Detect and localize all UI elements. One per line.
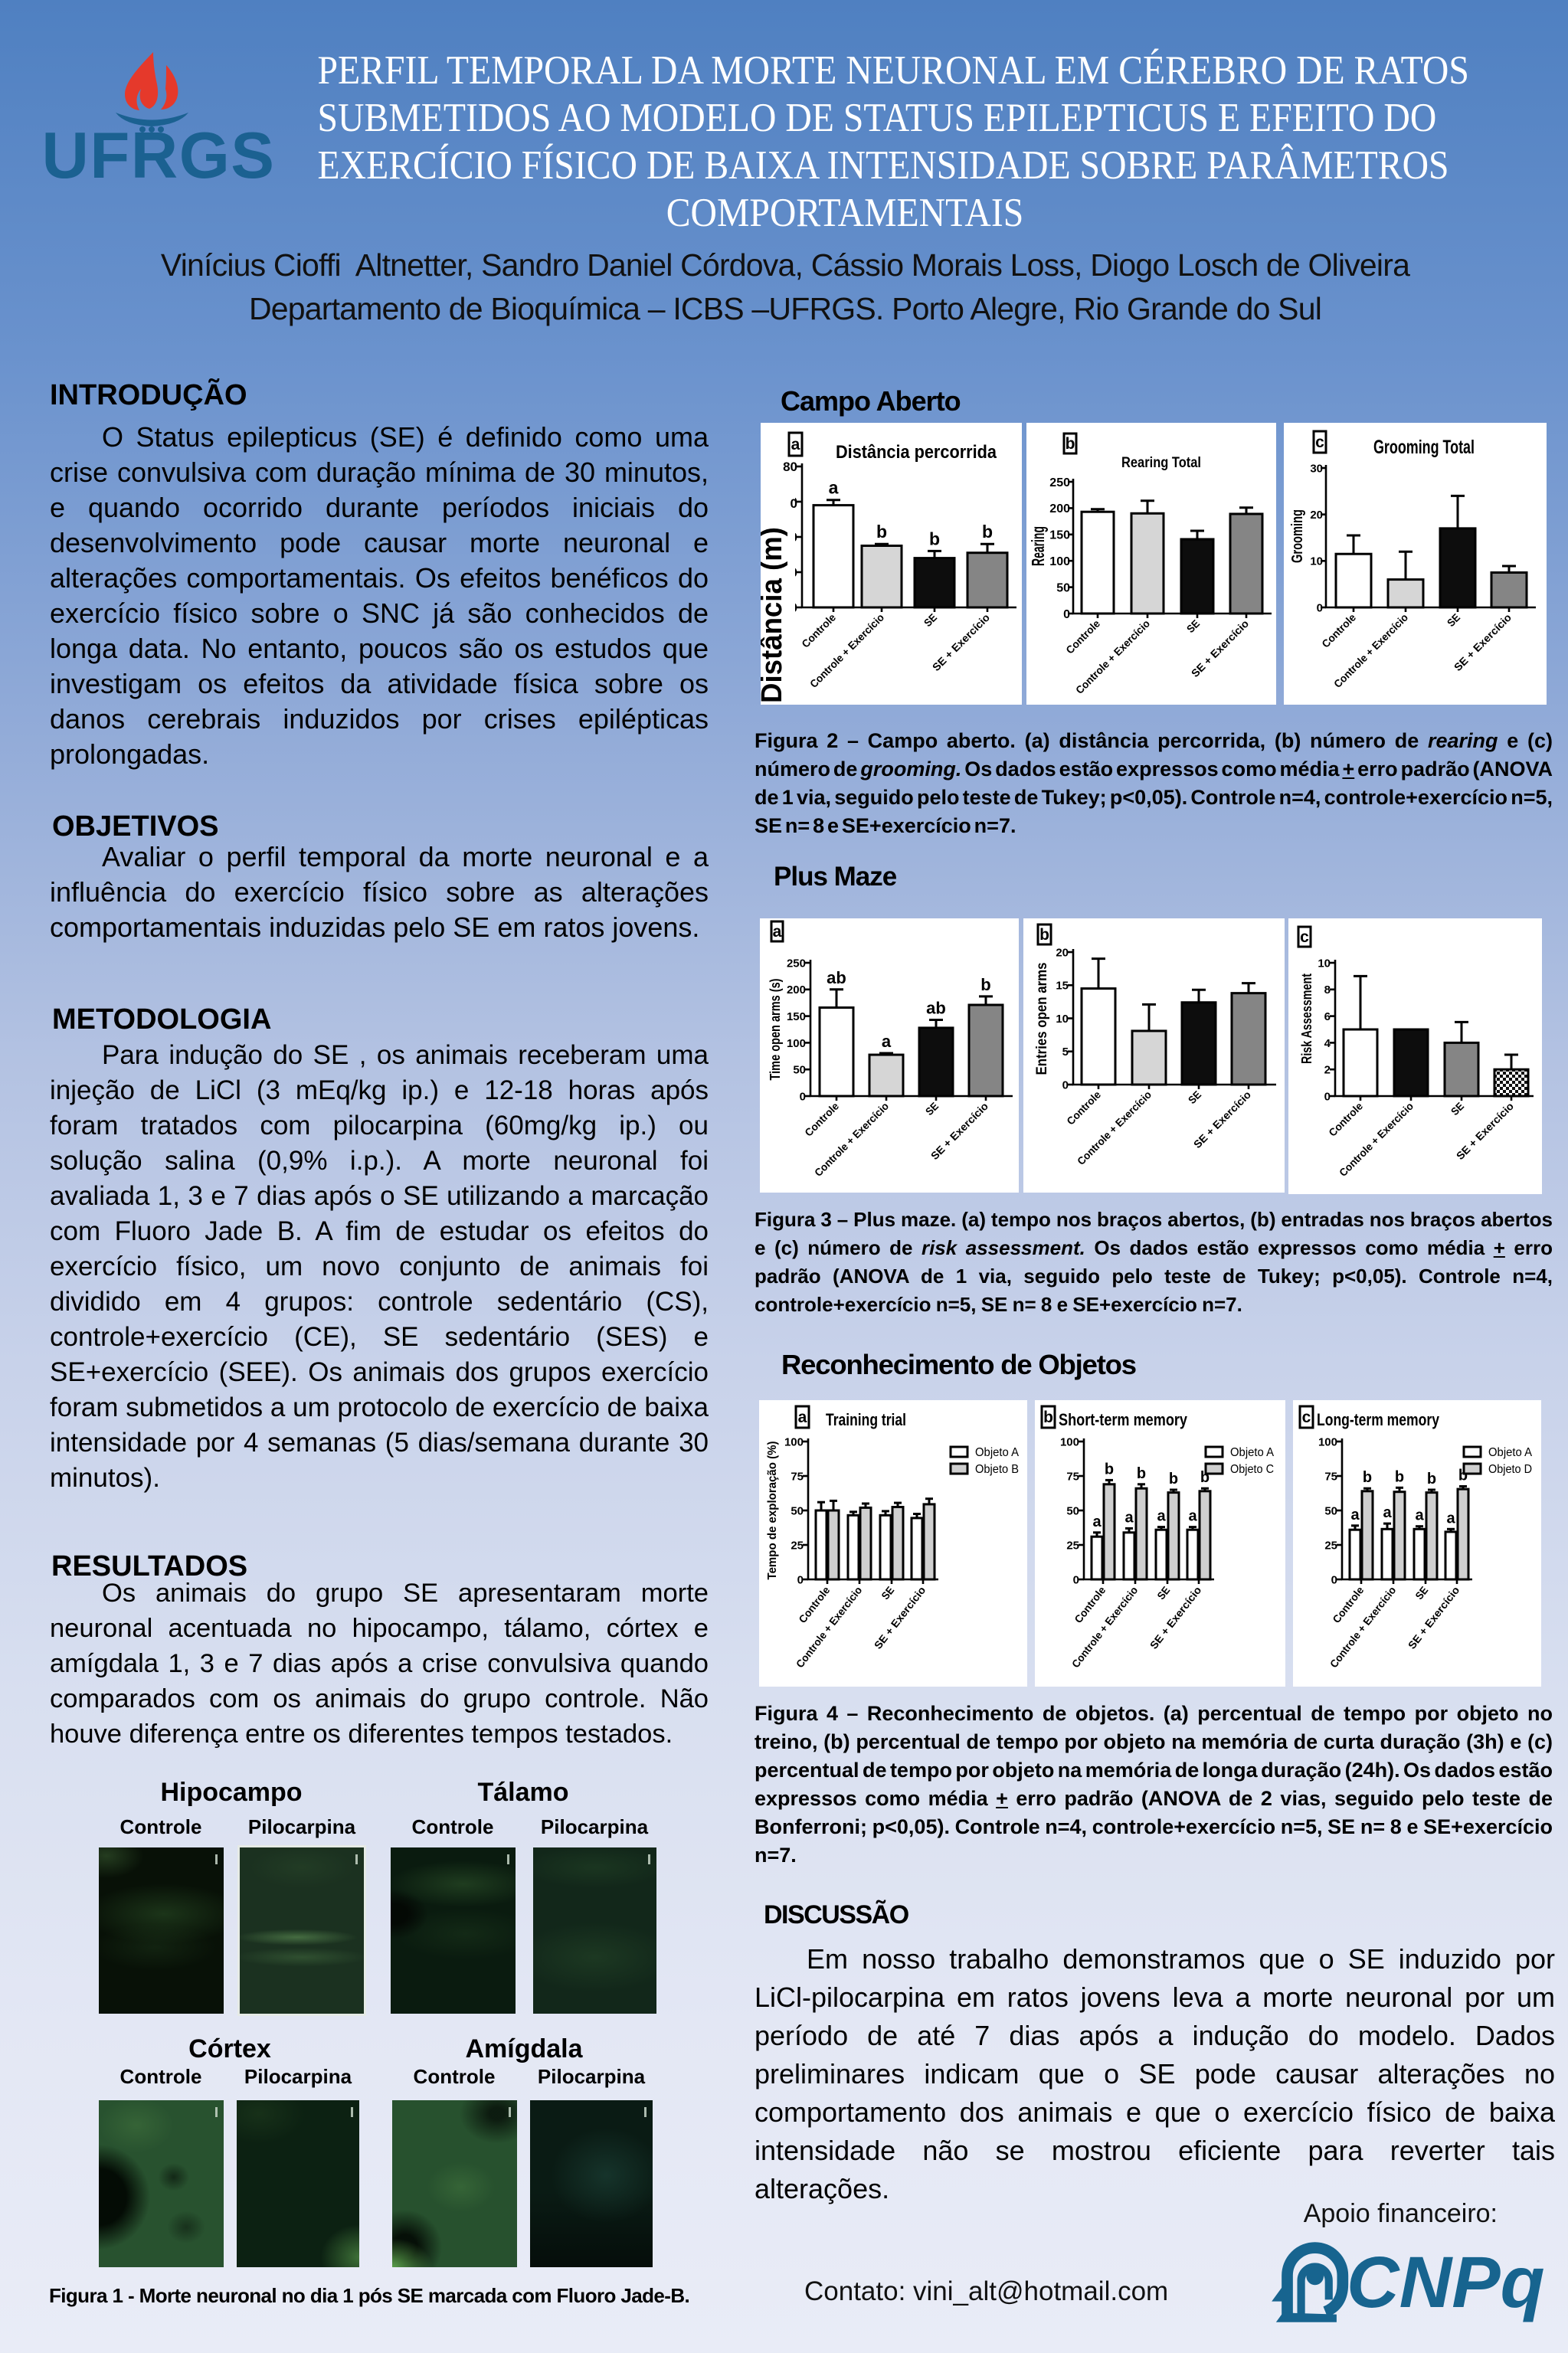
svg-text:5: 5 [1062,1046,1069,1059]
svg-text:25: 25 [1066,1539,1079,1552]
svg-text:10: 10 [1056,1013,1069,1026]
svg-text:0: 0 [791,496,797,511]
svg-text:0: 0 [1062,1078,1069,1091]
svg-text:a: a [1188,1508,1197,1525]
svg-text:a: a [1415,1507,1424,1524]
svg-text:b: b [1169,1471,1178,1487]
svg-text:10: 10 [1310,555,1323,568]
svg-text:20: 20 [1310,509,1323,522]
svg-text:Entries open arms: Entries open arms [1034,963,1050,1075]
svg-text:6: 6 [1324,1010,1331,1023]
svg-text:ab: ab [827,968,846,987]
svg-text:Objeto D: Objeto D [1488,1463,1532,1476]
svg-text:80: 80 [783,460,797,474]
svg-text:75: 75 [1066,1470,1079,1483]
svg-text:b: b [1039,926,1049,944]
svg-text:b: b [982,522,993,542]
svg-text:0: 0 [1073,1573,1079,1586]
svg-text:0: 0 [1063,608,1070,621]
svg-text:Objeto A: Objeto A [1230,1446,1274,1459]
svg-text:a: a [1124,1509,1134,1526]
svg-text:15: 15 [1056,980,1069,993]
svg-text:0: 0 [1324,1090,1331,1103]
svg-text:Distância percorrida: Distância percorrida [836,442,997,463]
svg-text:a: a [773,923,782,941]
svg-text:Objeto C: Objeto C [1230,1463,1274,1476]
svg-text:b: b [1395,1468,1404,1485]
svg-text:b: b [1043,1409,1053,1426]
svg-text:Objeto A: Objeto A [1488,1446,1532,1459]
svg-text:50: 50 [1056,581,1070,594]
svg-text:c: c [1302,1409,1311,1426]
svg-text:Time open arms (s): Time open arms (s) [768,978,783,1080]
svg-text:a: a [1157,1508,1166,1525]
svg-text:Objeto B: Objeto B [975,1463,1019,1476]
svg-text:20: 20 [1056,946,1069,959]
svg-text:b: b [929,529,940,548]
svg-text:Training trial: Training trial [826,1410,906,1429]
svg-text:Tempo de exploração (%): Tempo de exploração (%) [766,1442,779,1580]
svg-text:150: 150 [1049,529,1070,542]
svg-text:b: b [1066,435,1075,453]
svg-text:50: 50 [791,1504,804,1517]
svg-text:4: 4 [1324,1037,1331,1050]
svg-text:100: 100 [784,1435,804,1448]
svg-text:Grooming Total: Grooming Total [1373,437,1475,458]
svg-text:30: 30 [1310,462,1323,475]
svg-text:Short-term memory: Short-term memory [1059,1410,1188,1429]
svg-text:Rearing: Rearing [1028,526,1048,566]
svg-text:50: 50 [1066,1504,1079,1517]
svg-text:200: 200 [1049,502,1070,515]
svg-text:150: 150 [787,1010,806,1023]
svg-text:b: b [1363,1469,1372,1486]
svg-text:75: 75 [791,1470,804,1483]
svg-text:c: c [1300,928,1309,946]
svg-text:0: 0 [1331,1573,1337,1586]
svg-text:Long-term memory: Long-term memory [1317,1410,1440,1429]
svg-text:a: a [829,478,839,498]
svg-text:2: 2 [1324,1064,1331,1077]
svg-text:250: 250 [1049,476,1070,489]
svg-text:b: b [1137,1465,1146,1482]
svg-text:100: 100 [787,1037,806,1050]
svg-text:Risk Assessment: Risk Assessment [1299,974,1314,1064]
svg-text:a: a [1350,1507,1360,1523]
svg-text:10: 10 [1318,957,1331,970]
svg-text:b: b [1427,1471,1436,1487]
svg-text:b: b [1105,1461,1114,1478]
svg-text:0: 0 [800,1090,806,1103]
svg-text:100: 100 [1049,555,1070,568]
svg-text:50: 50 [1324,1504,1337,1517]
svg-text:100: 100 [1318,1435,1337,1448]
svg-text:a: a [1092,1514,1102,1530]
svg-text:a: a [798,1409,807,1426]
svg-text:b: b [980,975,990,994]
svg-text:100: 100 [1060,1435,1079,1448]
svg-text:Objeto A: Objeto A [975,1446,1019,1459]
svg-text:CNPq: CNPq [1347,2242,1545,2323]
svg-text:a: a [791,436,800,453]
svg-text:50: 50 [793,1064,806,1077]
svg-text:a: a [882,1032,892,1051]
svg-text:c: c [1315,434,1324,451]
svg-text:8: 8 [1324,983,1331,997]
svg-text:25: 25 [791,1539,804,1552]
svg-text:Distância (m): Distância (m) [761,527,788,703]
svg-text:250: 250 [787,957,806,970]
svg-text:a: a [1383,1504,1392,1521]
svg-text:Grooming: Grooming [1289,509,1306,563]
svg-text:0: 0 [797,1573,804,1586]
svg-text:ab: ab [926,998,946,1017]
svg-text:25: 25 [1324,1539,1337,1552]
svg-text:200: 200 [787,983,806,997]
svg-text:Rearing Total: Rearing Total [1121,455,1201,471]
svg-text:75: 75 [1324,1470,1337,1483]
svg-text:b: b [876,522,887,542]
svg-text:a: a [1446,1510,1455,1527]
svg-text:0: 0 [1317,601,1323,614]
svg-text:UFRGS: UFRGS [45,119,276,188]
